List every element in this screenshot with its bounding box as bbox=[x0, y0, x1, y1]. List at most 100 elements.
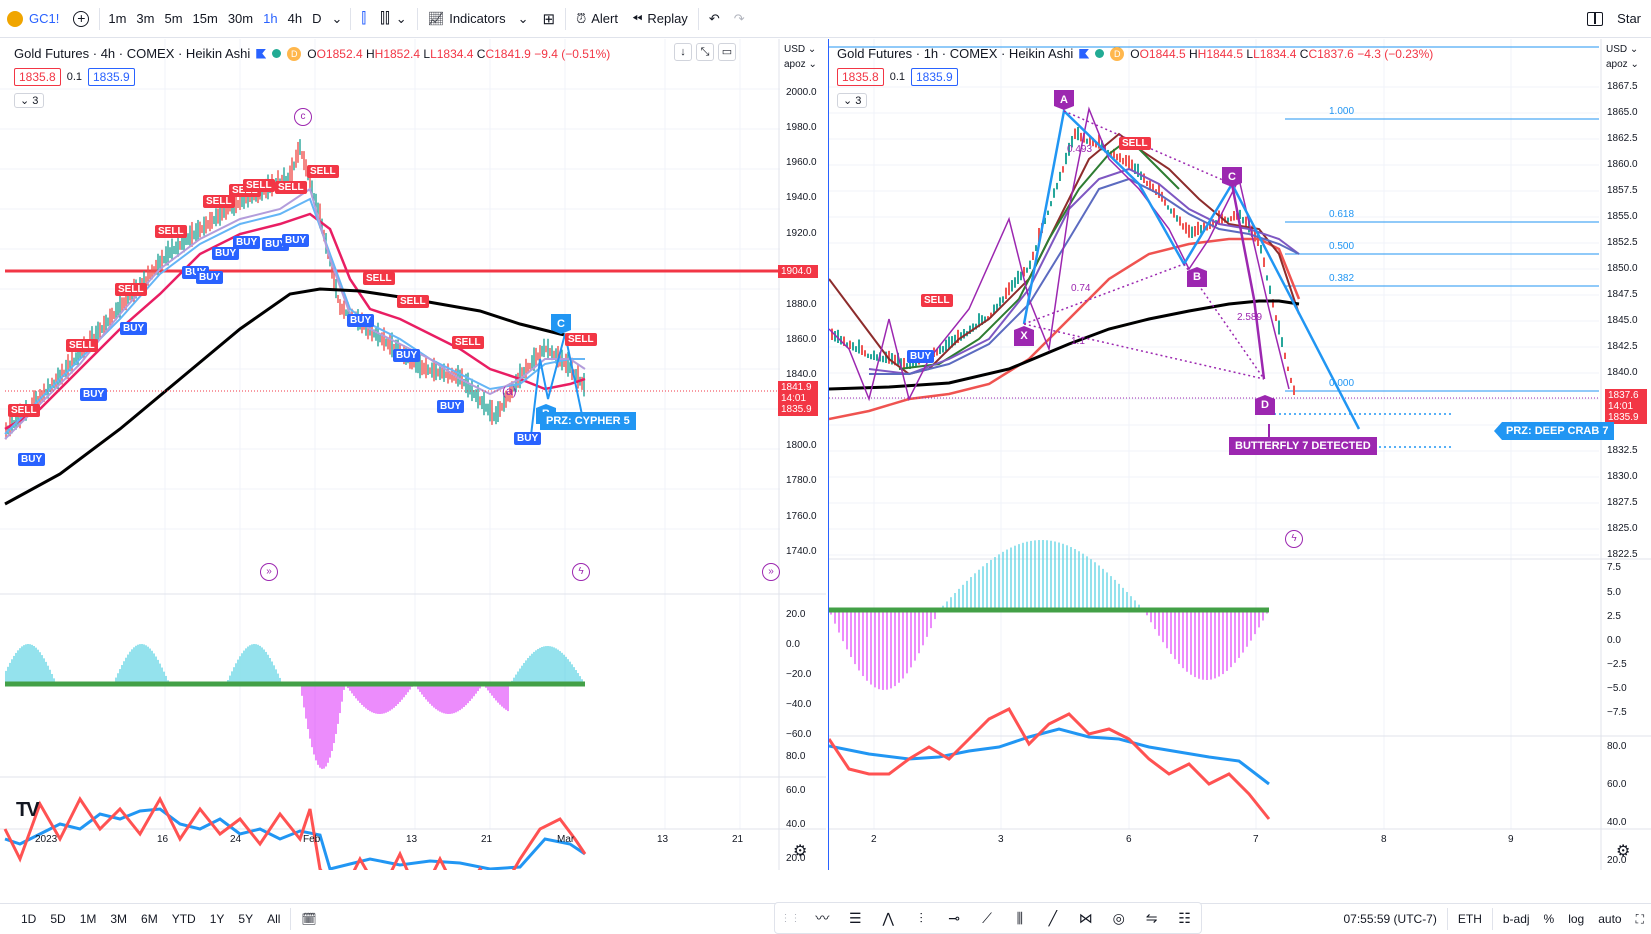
flag-icon[interactable] bbox=[1079, 48, 1090, 59]
sell-signal-tag[interactable]: SELL bbox=[1119, 137, 1151, 150]
interval-15m[interactable]: 15m bbox=[192, 11, 218, 26]
ray-tool-icon[interactable]: ╱ bbox=[1048, 909, 1058, 926]
auto-toggle[interactable]: auto bbox=[1598, 912, 1622, 926]
xabcd-pattern-icon[interactable]: ⋈ bbox=[1078, 909, 1093, 926]
percent-toggle[interactable]: % bbox=[1543, 912, 1555, 926]
range-all[interactable]: All bbox=[267, 912, 281, 926]
buy-signal-tag[interactable]: BUY bbox=[18, 453, 46, 466]
prz-cypher-label[interactable]: PRZ: CYPHER 5 bbox=[540, 412, 636, 430]
fib-retracement-icon[interactable]: ⫼ bbox=[1016, 909, 1024, 926]
left-chart-title[interactable]: Gold Futures · 4h · COMEX · Heikin Ashi bbox=[14, 46, 251, 61]
lightning-alert-icon[interactable]: ϟ bbox=[1285, 530, 1303, 548]
sell-signal-tag[interactable]: SELL bbox=[8, 404, 40, 417]
clock-display[interactable]: 07:55:59 (UTC-7) bbox=[1343, 912, 1437, 926]
buy-signal-tag[interactable]: BUY bbox=[212, 247, 240, 260]
right-layers-toggle[interactable]: ⌄ 3 bbox=[837, 93, 868, 108]
right-chart-pane[interactable]: Gold Futures · 1h · COMEX · Heikin Ashi … bbox=[828, 39, 1651, 870]
interval-1m[interactable]: 1m bbox=[108, 11, 127, 26]
sell-signal-tag[interactable]: SELL bbox=[203, 195, 235, 208]
right-chart-svg[interactable] bbox=[829, 39, 1651, 870]
butterfly-detected-label[interactable]: BUTTERFLY 7 DETECTED bbox=[1229, 437, 1377, 455]
buy-signal-tag[interactable]: BUY bbox=[80, 388, 108, 401]
sell-price-button[interactable]: 1835.8 bbox=[837, 68, 884, 86]
point-c-label[interactable]: C bbox=[551, 314, 571, 334]
lightning-alert-icon[interactable]: ϟ bbox=[572, 563, 590, 581]
buy-signal-tag[interactable]: BUY bbox=[393, 349, 421, 362]
parallel-channel-icon[interactable]: ☰ bbox=[849, 909, 862, 926]
scroll-down-button[interactable]: ↓ bbox=[674, 43, 692, 61]
sell-signal-tag[interactable]: SELL bbox=[452, 336, 484, 349]
compare-button[interactable]: + bbox=[66, 0, 96, 38]
point-d-label[interactable]: D bbox=[1255, 395, 1275, 415]
more-tools-icon[interactable]: ☷ bbox=[1178, 909, 1191, 926]
sell-price-button[interactable]: 1835.8 bbox=[14, 68, 61, 86]
interval-3m[interactable]: 3m bbox=[136, 11, 155, 26]
fullscreen-button[interactable]: ⛶ bbox=[1629, 912, 1651, 927]
point-c-label[interactable]: C bbox=[1222, 167, 1242, 187]
interval-dropdown[interactable]: ⌄ bbox=[326, 0, 347, 38]
sell-signal-tag[interactable]: SELL bbox=[115, 283, 147, 296]
wave-a-label[interactable]: (a) bbox=[502, 384, 517, 398]
axis-settings-button[interactable]: ⚙ bbox=[1616, 841, 1630, 861]
abc-pattern-icon[interactable]: ⋀ bbox=[882, 909, 894, 926]
bar-type-button[interactable]: ⫿ bbox=[354, 0, 373, 38]
elliott-wave-tool-icon[interactable]: 〰 bbox=[815, 910, 830, 926]
alert-button[interactable]: ⏰︎ Alert bbox=[569, 0, 625, 38]
redo-button[interactable]: ↷ bbox=[727, 0, 752, 38]
right-currency-selector[interactable]: USD ⌄ bbox=[1606, 44, 1639, 55]
regression-tool-icon[interactable]: ⫶ bbox=[919, 909, 923, 926]
interval-30m[interactable]: 30m bbox=[227, 11, 254, 26]
right-scale-mode[interactable]: apoz ⌄ bbox=[1606, 59, 1639, 70]
sell-signal-tag[interactable]: SELL bbox=[921, 294, 953, 307]
range-3m[interactable]: 3M bbox=[110, 912, 128, 926]
buy-signal-tag[interactable]: BUY bbox=[120, 322, 148, 335]
buy-signal-tag[interactable]: BUY bbox=[282, 234, 310, 247]
interval-4h[interactable]: 4h bbox=[287, 11, 303, 26]
left-chart-pane[interactable]: Gold Futures · 4h · COMEX · Heikin Ashi … bbox=[0, 39, 826, 870]
symbol-search[interactable]: GC1! bbox=[0, 0, 66, 38]
range-1d[interactable]: 1D bbox=[21, 912, 37, 926]
left-layers-toggle[interactable]: ⌄ 3 bbox=[14, 93, 45, 108]
position-tool-icon[interactable]: ⇋ bbox=[1145, 909, 1158, 926]
buy-signal-tag[interactable]: BUY bbox=[233, 236, 261, 249]
sell-signal-tag[interactable]: SELL bbox=[275, 181, 307, 194]
indicators-button[interactable]: 📈︎ Indicators ⌄ bbox=[421, 0, 536, 38]
range-5y[interactable]: 5Y bbox=[238, 912, 254, 926]
split-layout-button[interactable] bbox=[1580, 0, 1610, 38]
sell-signal-tag[interactable]: SELL bbox=[397, 295, 429, 308]
point-x-label[interactable]: X bbox=[1014, 326, 1034, 346]
sell-signal-tag[interactable]: SELL bbox=[307, 165, 339, 178]
scroll-right-icon[interactable]: » bbox=[762, 563, 780, 581]
interval-5m[interactable]: 5m bbox=[164, 11, 183, 26]
buy-signal-tag[interactable]: BUY bbox=[437, 400, 465, 413]
adjust-toggle[interactable]: b-adj bbox=[1502, 912, 1530, 926]
range-ytd[interactable]: YTD bbox=[171, 912, 196, 926]
point-a-label[interactable]: A bbox=[1054, 90, 1074, 110]
buy-signal-tag[interactable]: BUY bbox=[907, 350, 935, 363]
prz-deep-crab-label[interactable]: PRZ: DEEP CRAB 7 bbox=[1494, 422, 1615, 440]
log-toggle[interactable]: log bbox=[1568, 912, 1585, 926]
sell-signal-tag[interactable]: SELL bbox=[243, 179, 275, 192]
buy-signal-tag[interactable]: BUY bbox=[514, 432, 542, 445]
left-axis-settings-button[interactable]: ⚙ bbox=[793, 841, 807, 861]
range-1y[interactable]: 1Y bbox=[209, 912, 225, 926]
interval-d[interactable]: D bbox=[312, 11, 322, 26]
right-chart-title[interactable]: Gold Futures · 1h · COMEX · Heikin Ashi bbox=[837, 46, 1074, 61]
point-b-label[interactable]: B bbox=[1187, 267, 1207, 287]
bar-style-button[interactable]: ⫿⫿ ⌄ bbox=[373, 0, 414, 38]
left-chart-svg[interactable] bbox=[0, 39, 826, 870]
sell-signal-tag[interactable]: SELL bbox=[363, 272, 395, 285]
session-toggle[interactable]: ETH bbox=[1457, 912, 1482, 926]
buy-signal-tag[interactable]: BUY bbox=[347, 314, 375, 327]
left-currency-selector[interactable]: USD ⌄ bbox=[784, 44, 817, 55]
target-tool-icon[interactable]: ◎ bbox=[1112, 909, 1125, 926]
trend-line-icon[interactable]: ⟋ bbox=[982, 909, 992, 926]
buy-signal-tag[interactable]: BUY bbox=[196, 271, 224, 284]
buy-price-button[interactable]: 1835.9 bbox=[911, 68, 958, 86]
range-5d[interactable]: 5D bbox=[50, 912, 66, 926]
maximize-button[interactable]: ▭ bbox=[718, 43, 736, 61]
tradingview-logo[interactable]: TV bbox=[16, 799, 40, 821]
range-6m[interactable]: 6M bbox=[141, 912, 158, 926]
replay-button[interactable]: ⏪︎ Replay bbox=[625, 0, 695, 38]
interval-1h[interactable]: 1h bbox=[263, 11, 278, 26]
